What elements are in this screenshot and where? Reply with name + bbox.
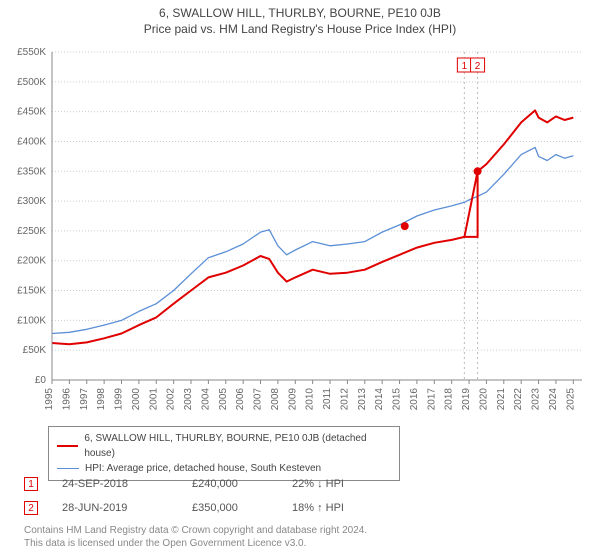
- svg-text:2: 2: [475, 61, 481, 72]
- footer: Contains HM Land Registry data © Crown c…: [24, 524, 367, 550]
- svg-text:£200K: £200K: [17, 256, 46, 267]
- svg-text:2014: 2014: [374, 388, 385, 411]
- svg-text:2022: 2022: [513, 388, 524, 411]
- legend-item-property: 6, SWALLOW HILL, THURLBY, BOURNE, PE10 0…: [57, 431, 391, 461]
- svg-text:£450K: £450K: [17, 107, 46, 118]
- sale-date: 28-JUN-2019: [62, 502, 192, 514]
- svg-text:£550K: £550K: [17, 47, 46, 58]
- svg-text:2017: 2017: [426, 388, 437, 411]
- svg-text:2009: 2009: [287, 388, 298, 411]
- svg-text:£0: £0: [35, 375, 47, 386]
- sale-row: 2 28-JUN-2019 £350,000 18% ↑ HPI: [24, 496, 584, 520]
- chart-area: £0 £50K £100K £150K £200K £250K £300K £350K £400…: [10, 44, 590, 414]
- svg-text:2008: 2008: [270, 388, 281, 411]
- svg-text:2000: 2000: [131, 388, 142, 411]
- sale-date: 24-SEP-2018: [62, 478, 192, 490]
- svg-text:2019: 2019: [461, 388, 472, 411]
- svg-text:2011: 2011: [322, 388, 333, 410]
- svg-text:2004: 2004: [200, 388, 211, 411]
- svg-text:2005: 2005: [218, 388, 229, 411]
- svg-text:1998: 1998: [96, 388, 107, 411]
- svg-text:1997: 1997: [79, 388, 90, 411]
- chart-title: 6, SWALLOW HILL, THURLBY, BOURNE, PE10 0…: [0, 0, 600, 20]
- svg-text:£300K: £300K: [17, 196, 46, 207]
- svg-text:2018: 2018: [444, 388, 455, 411]
- svg-text:2016: 2016: [409, 388, 420, 411]
- svg-text:1: 1: [462, 61, 468, 72]
- price-chart-svg: £0 £50K £100K £150K £200K £250K £300K £350K £400…: [10, 44, 590, 414]
- svg-text:£50K: £50K: [23, 345, 47, 356]
- legend-label-property: 6, SWALLOW HILL, THURLBY, BOURNE, PE10 0…: [84, 431, 391, 461]
- sale-price: £240,000: [192, 478, 292, 490]
- svg-text:£400K: £400K: [17, 136, 46, 147]
- chart-subtitle: Price paid vs. HM Land Registry's House …: [0, 20, 600, 36]
- sale-marker-2: 2: [24, 501, 38, 515]
- legend-swatch-property: [57, 445, 78, 447]
- svg-text:2006: 2006: [235, 388, 246, 411]
- svg-text:2024: 2024: [548, 388, 559, 411]
- svg-text:1995: 1995: [44, 388, 55, 411]
- svg-text:2001: 2001: [148, 388, 159, 411]
- svg-text:£150K: £150K: [17, 286, 46, 297]
- legend-swatch-hpi: [57, 468, 79, 469]
- svg-text:2025: 2025: [565, 388, 576, 411]
- sale-marker-1: 1: [24, 477, 38, 491]
- svg-text:£100K: £100K: [17, 315, 46, 326]
- sale-row: 1 24-SEP-2018 £240,000 22% ↓ HPI: [24, 472, 584, 496]
- svg-text:2013: 2013: [357, 388, 368, 411]
- sales-table: 1 24-SEP-2018 £240,000 22% ↓ HPI 2 28-JU…: [24, 472, 584, 520]
- svg-text:1996: 1996: [61, 388, 72, 411]
- svg-text:2010: 2010: [305, 388, 316, 411]
- svg-text:2015: 2015: [392, 388, 403, 411]
- svg-text:2020: 2020: [478, 388, 489, 411]
- sale-hpi: 18% ↑ HPI: [292, 502, 432, 514]
- svg-text:2012: 2012: [339, 388, 350, 411]
- svg-text:2002: 2002: [166, 388, 177, 411]
- footer-line1: Contains HM Land Registry data © Crown c…: [24, 524, 367, 537]
- sale-price: £350,000: [192, 502, 292, 514]
- footer-line2: This data is licensed under the Open Gov…: [24, 537, 367, 550]
- svg-text:2023: 2023: [531, 388, 542, 411]
- svg-text:2021: 2021: [496, 388, 507, 411]
- svg-text:2003: 2003: [183, 388, 194, 411]
- svg-text:1999: 1999: [114, 388, 125, 411]
- svg-text:2007: 2007: [253, 388, 264, 411]
- svg-text:£250K: £250K: [17, 226, 46, 237]
- svg-text:£350K: £350K: [17, 166, 46, 177]
- sale-hpi: 22% ↓ HPI: [292, 478, 432, 490]
- svg-text:£500K: £500K: [17, 77, 46, 88]
